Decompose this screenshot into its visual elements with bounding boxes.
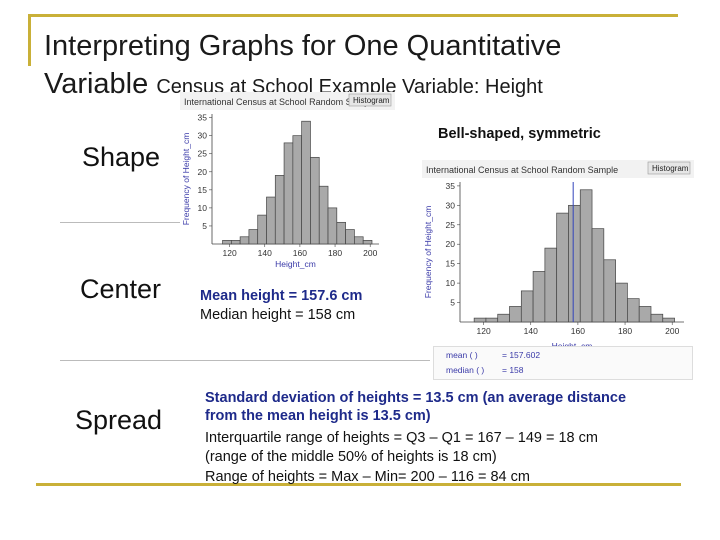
row-label-spread: Spread: [75, 405, 163, 435]
histogram-bar: [662, 317, 675, 323]
legend-mean-value: = 157.602: [502, 350, 541, 360]
stats-legend: mean ( ) = 157.602 median ( ) = 158: [433, 346, 693, 380]
x-tick-label: 120: [222, 248, 236, 258]
y-tick-label: 30: [446, 200, 456, 210]
histogram-center: International Census at School Random Sa…: [422, 160, 694, 351]
y-tick-label: 10: [198, 203, 208, 213]
y-tick-label: 35: [198, 113, 208, 123]
spread-line-3: Interquartile range of heights = Q3 – Q1…: [205, 430, 598, 446]
spread-line-4: (range of the middle 50% of heights is 1…: [205, 449, 497, 465]
histogram-bar: [568, 204, 581, 323]
x-tick-label: 140: [258, 248, 272, 258]
legend-median-label: median ( ): [446, 365, 485, 375]
histogram-bar: [638, 306, 652, 323]
y-axis-label: Frequency of Height_cm: [181, 133, 191, 226]
y-tick-label: 35: [446, 181, 456, 191]
histogram-bar: [266, 196, 276, 245]
histogram-bar: [274, 175, 285, 245]
frame-left-rule: [28, 14, 31, 66]
histogram-bar: [310, 156, 320, 245]
histogram-bar: [544, 247, 558, 323]
histogram-bar: [222, 240, 232, 245]
y-tick-label: 20: [446, 239, 456, 249]
histogram-bar: [239, 236, 250, 245]
histogram-bar: [497, 313, 510, 323]
y-tick-label: 15: [446, 259, 456, 269]
legend-mean-label: mean ( ): [446, 350, 478, 360]
histogram-bar: [230, 240, 241, 245]
chart-header: [422, 160, 694, 178]
x-tick-label: 200: [363, 248, 377, 258]
y-tick-label: 5: [450, 298, 455, 308]
slide-title-variable: Variable: [44, 68, 149, 100]
histogram-bar: [603, 259, 616, 323]
histogram-bar: [627, 298, 640, 323]
frame-bottom-rule: [36, 483, 681, 486]
row-divider-2: [60, 360, 430, 361]
chart-header: [180, 92, 395, 110]
histogram-bar: [532, 271, 546, 323]
chart-title: International Census at School Random Sa…: [184, 97, 376, 107]
frame-top-rule: [28, 14, 678, 17]
chart-title: International Census at School Random Sa…: [426, 165, 618, 175]
y-tick-label: 5: [202, 221, 207, 231]
histogram-bar: [591, 228, 605, 323]
histogram-bar: [327, 207, 338, 245]
y-tick-label: 20: [198, 167, 208, 177]
histogram-bar: [301, 120, 311, 245]
histogram-bar: [362, 240, 373, 245]
histogram-bar: [485, 317, 499, 323]
histogram-shape: International Census at School Random Sa…: [180, 92, 395, 269]
median-height-text: Median height = 158 cm: [200, 307, 356, 323]
x-tick-label: 200: [665, 326, 679, 336]
histogram-button: [348, 93, 392, 107]
x-tick-label: 160: [571, 326, 585, 336]
spread-line-2: from the mean height is 13.5 cm): [205, 408, 431, 424]
histogram-bar: [473, 317, 487, 323]
histogram-bar: [579, 189, 593, 323]
legend-median-value: = 158: [502, 365, 524, 375]
x-tick-label: 120: [476, 326, 490, 336]
spread-line-5: Range of heights = Max – Min= 200 – 116 …: [205, 469, 530, 485]
histogram-bar: [345, 229, 355, 245]
shape-description: Bell-shaped, symmetric: [438, 126, 601, 142]
x-tick-label: 180: [618, 326, 632, 336]
mean-height-text: Mean height = 157.6 cm: [200, 288, 363, 304]
histogram-bar: [509, 306, 522, 323]
histogram-bar: [292, 135, 303, 245]
histogram-bar: [318, 185, 329, 245]
x-axis-label: Height_cm: [275, 259, 316, 269]
histogram-button-label: Histogram: [652, 164, 689, 173]
y-tick-label: 15: [198, 185, 208, 195]
y-tick-label: 10: [446, 278, 456, 288]
y-axis-label: Frequency of Height_cm: [423, 206, 433, 299]
x-tick-label: 180: [328, 248, 342, 258]
histogram-bar: [336, 221, 346, 245]
histogram-bar: [615, 282, 628, 323]
histogram-bar: [650, 313, 664, 323]
histogram-button: [647, 161, 691, 175]
row-label-center: Center: [80, 274, 162, 304]
y-tick-label: 25: [446, 220, 456, 230]
histogram-bar: [354, 236, 364, 245]
histogram-bar: [248, 229, 259, 245]
histogram-bar: [520, 290, 534, 323]
slide-title-line1: Interpreting Graphs for One Quantitative: [44, 30, 562, 62]
y-tick-label: 25: [198, 149, 208, 159]
spread-line-1: Standard deviation of heights = 13.5 cm …: [205, 390, 627, 406]
histogram-bar: [283, 142, 294, 245]
histogram-bar: [556, 212, 569, 323]
y-tick-label: 30: [198, 131, 208, 141]
x-tick-label: 160: [293, 248, 307, 258]
row-divider-1: [60, 222, 180, 223]
row-label-shape: Shape: [82, 142, 161, 172]
x-tick-label: 140: [524, 326, 538, 336]
histogram-button-label: Histogram: [353, 96, 390, 105]
histogram-bar: [257, 214, 267, 245]
